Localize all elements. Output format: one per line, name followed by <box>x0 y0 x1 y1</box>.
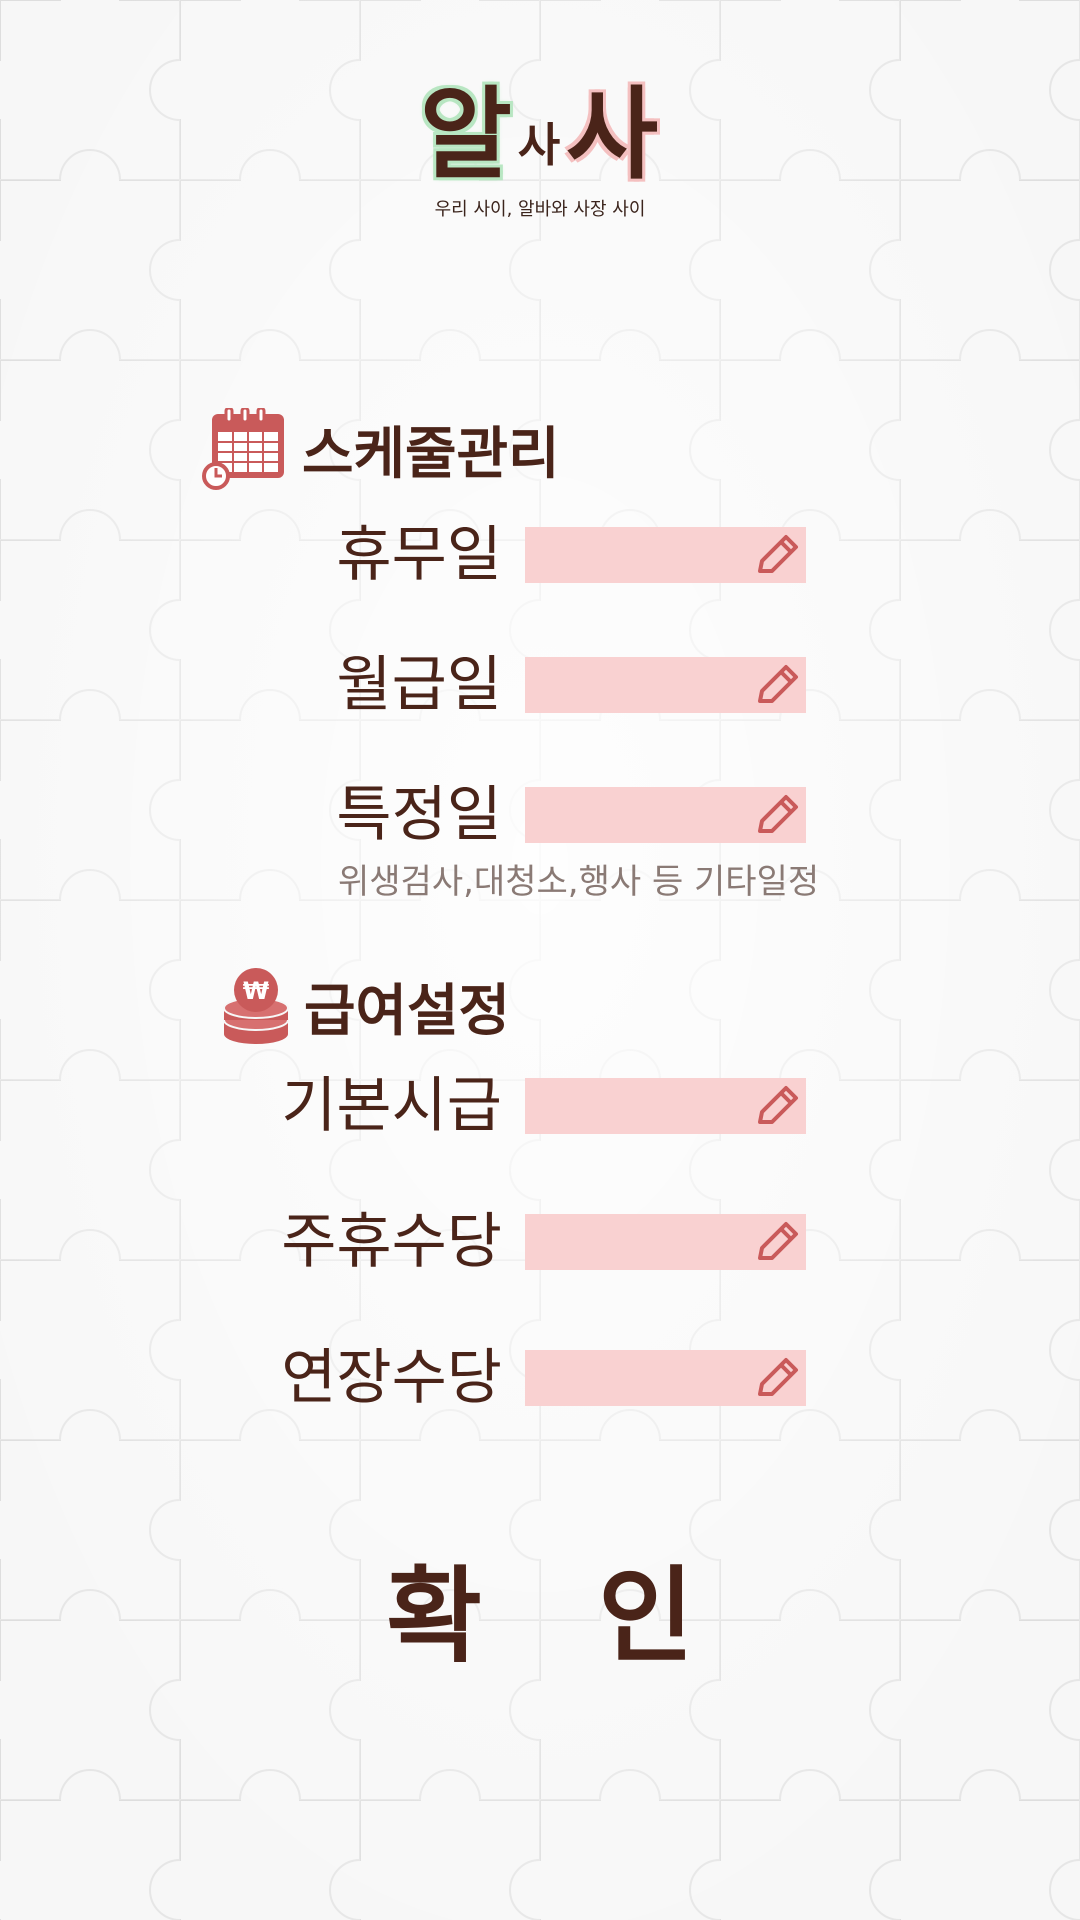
pencil-icon[interactable] <box>752 1082 802 1130</box>
field-row-overtime-pay: 연장수당 <box>0 1343 1080 1413</box>
logo-char-2: 사 <box>566 76 661 193</box>
field-row-base-wage: 기본시급 <box>0 1071 1080 1141</box>
schedule-section-title: 스케줄관리 <box>202 408 560 490</box>
payday-label: 월급일 <box>336 650 502 720</box>
logo-char-1: 알 <box>419 76 514 193</box>
field-row-payday: 월급일 <box>0 650 1080 720</box>
payday-input[interactable] <box>525 657 806 713</box>
field-row-day-off: 휴무일 <box>0 520 1080 590</box>
special-day-hint: 위생검사,대청소,행사 등 기타일정 <box>338 862 820 902</box>
base-wage-label: 기본시급 <box>281 1071 502 1141</box>
confirm-button[interactable]: 확 인 <box>340 1530 740 1677</box>
pencil-icon[interactable] <box>752 1218 802 1266</box>
logo-char-small: 사 <box>517 118 563 172</box>
pencil-icon[interactable] <box>752 1354 802 1402</box>
field-row-special-day: 특정일 <box>0 780 1080 850</box>
app-logo: 알사사 우리 사이, 알바와 사장 사이 <box>0 85 1080 221</box>
salary-title: 급여설정 <box>304 979 511 1044</box>
pencil-icon[interactable] <box>752 661 802 709</box>
overtime-pay-input[interactable] <box>525 1350 806 1406</box>
weekly-holiday-pay-input[interactable] <box>525 1214 806 1270</box>
special-day-input[interactable] <box>525 787 806 843</box>
base-wage-input[interactable] <box>525 1078 806 1134</box>
pencil-icon[interactable] <box>752 791 802 839</box>
special-day-label: 특정일 <box>336 780 502 850</box>
day-off-input[interactable] <box>525 527 806 583</box>
weekly-holiday-pay-label: 주휴수당 <box>281 1207 502 1277</box>
logo-wordmark: 알사사 <box>0 85 1080 185</box>
pencil-icon[interactable] <box>752 531 802 579</box>
salary-section-title: ₩ 급여설정 <box>222 966 510 1047</box>
day-off-label: 휴무일 <box>336 520 502 590</box>
won-coins-icon: ₩ <box>223 967 289 1044</box>
logo-tagline: 우리 사이, 알바와 사장 사이 <box>434 199 646 220</box>
svg-text:₩: ₩ <box>243 977 270 1005</box>
field-row-weekly-holiday-pay: 주휴수당 <box>0 1207 1080 1277</box>
calendar-clock-icon <box>202 408 284 490</box>
overtime-pay-label: 연장수당 <box>281 1343 502 1413</box>
schedule-title: 스케줄관리 <box>302 421 560 487</box>
